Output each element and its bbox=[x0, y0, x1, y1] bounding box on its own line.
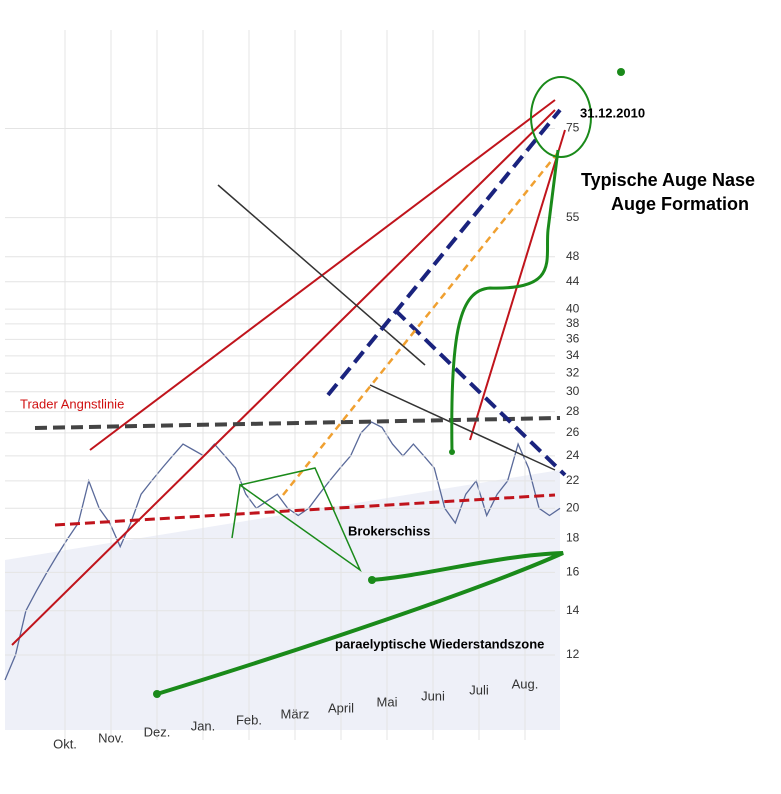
x-tick-label: Okt. bbox=[53, 736, 77, 751]
trend-line bbox=[469, 129, 566, 441]
y-tick-label: 44 bbox=[566, 274, 580, 288]
broker-lines bbox=[231, 467, 362, 573]
x-tick-label: April bbox=[328, 700, 354, 715]
x-tick-label: Juli bbox=[469, 682, 489, 697]
x-tick-label: Juni bbox=[421, 688, 445, 703]
trend-line bbox=[11, 109, 556, 646]
x-tick-label: Jan. bbox=[191, 718, 216, 733]
y-tick-label: 14 bbox=[566, 603, 580, 617]
y-tick-label: 12 bbox=[566, 647, 580, 661]
y-tick-label: 38 bbox=[566, 316, 580, 330]
support-line bbox=[54, 493, 556, 527]
formation-label: Typische Auge Nase bbox=[581, 170, 755, 190]
y-tick-label: 26 bbox=[566, 425, 580, 439]
dot bbox=[368, 576, 376, 584]
fear-line bbox=[34, 416, 561, 430]
fear-label: Trader Angnstlinie bbox=[20, 396, 124, 411]
date-label: 31.12.2010 bbox=[580, 105, 645, 120]
y-tick-label: 75 bbox=[566, 121, 580, 135]
area-bg bbox=[5, 470, 560, 730]
nose-line bbox=[393, 308, 567, 477]
y-tick-label: 22 bbox=[566, 473, 580, 487]
nose-line bbox=[326, 108, 562, 397]
eye-circle bbox=[530, 76, 592, 158]
y-tick-label: 18 bbox=[566, 531, 580, 545]
y-tick-label: 16 bbox=[566, 565, 580, 579]
broker-label: Brokerschiss bbox=[348, 523, 430, 538]
orange-line bbox=[282, 149, 561, 496]
price-line bbox=[4, 421, 561, 681]
trend-line bbox=[369, 384, 556, 471]
zone-label: paraelyptische Wiederstandszone bbox=[335, 636, 544, 651]
y-tick-label: 32 bbox=[566, 365, 580, 379]
green-curve bbox=[450, 149, 560, 453]
y-tick-label: 20 bbox=[566, 500, 580, 514]
y-tick-label: 30 bbox=[566, 384, 580, 398]
x-tick-label: Aug. bbox=[512, 676, 539, 691]
x-tick-label: Feb. bbox=[236, 712, 262, 727]
x-tick-label: Mai bbox=[377, 694, 398, 709]
y-tick-label: 40 bbox=[566, 301, 580, 315]
trend-line bbox=[217, 184, 426, 366]
y-tick-label: 55 bbox=[566, 210, 580, 224]
x-tick-label: Nov. bbox=[98, 730, 124, 745]
formation-label: Auge Formation bbox=[611, 194, 749, 214]
x-tick-label: Dez. bbox=[144, 724, 171, 739]
dot bbox=[153, 690, 161, 698]
dot bbox=[449, 449, 455, 455]
x-tick-label: März bbox=[281, 706, 310, 721]
y-tick-label: 48 bbox=[566, 249, 580, 263]
y-tick-label: 24 bbox=[566, 448, 580, 462]
dot bbox=[617, 68, 625, 76]
y-tick-label: 36 bbox=[566, 332, 580, 346]
y-tick-label: 34 bbox=[566, 348, 580, 362]
zone-curve bbox=[156, 551, 564, 696]
y-tick-label: 28 bbox=[566, 404, 580, 418]
